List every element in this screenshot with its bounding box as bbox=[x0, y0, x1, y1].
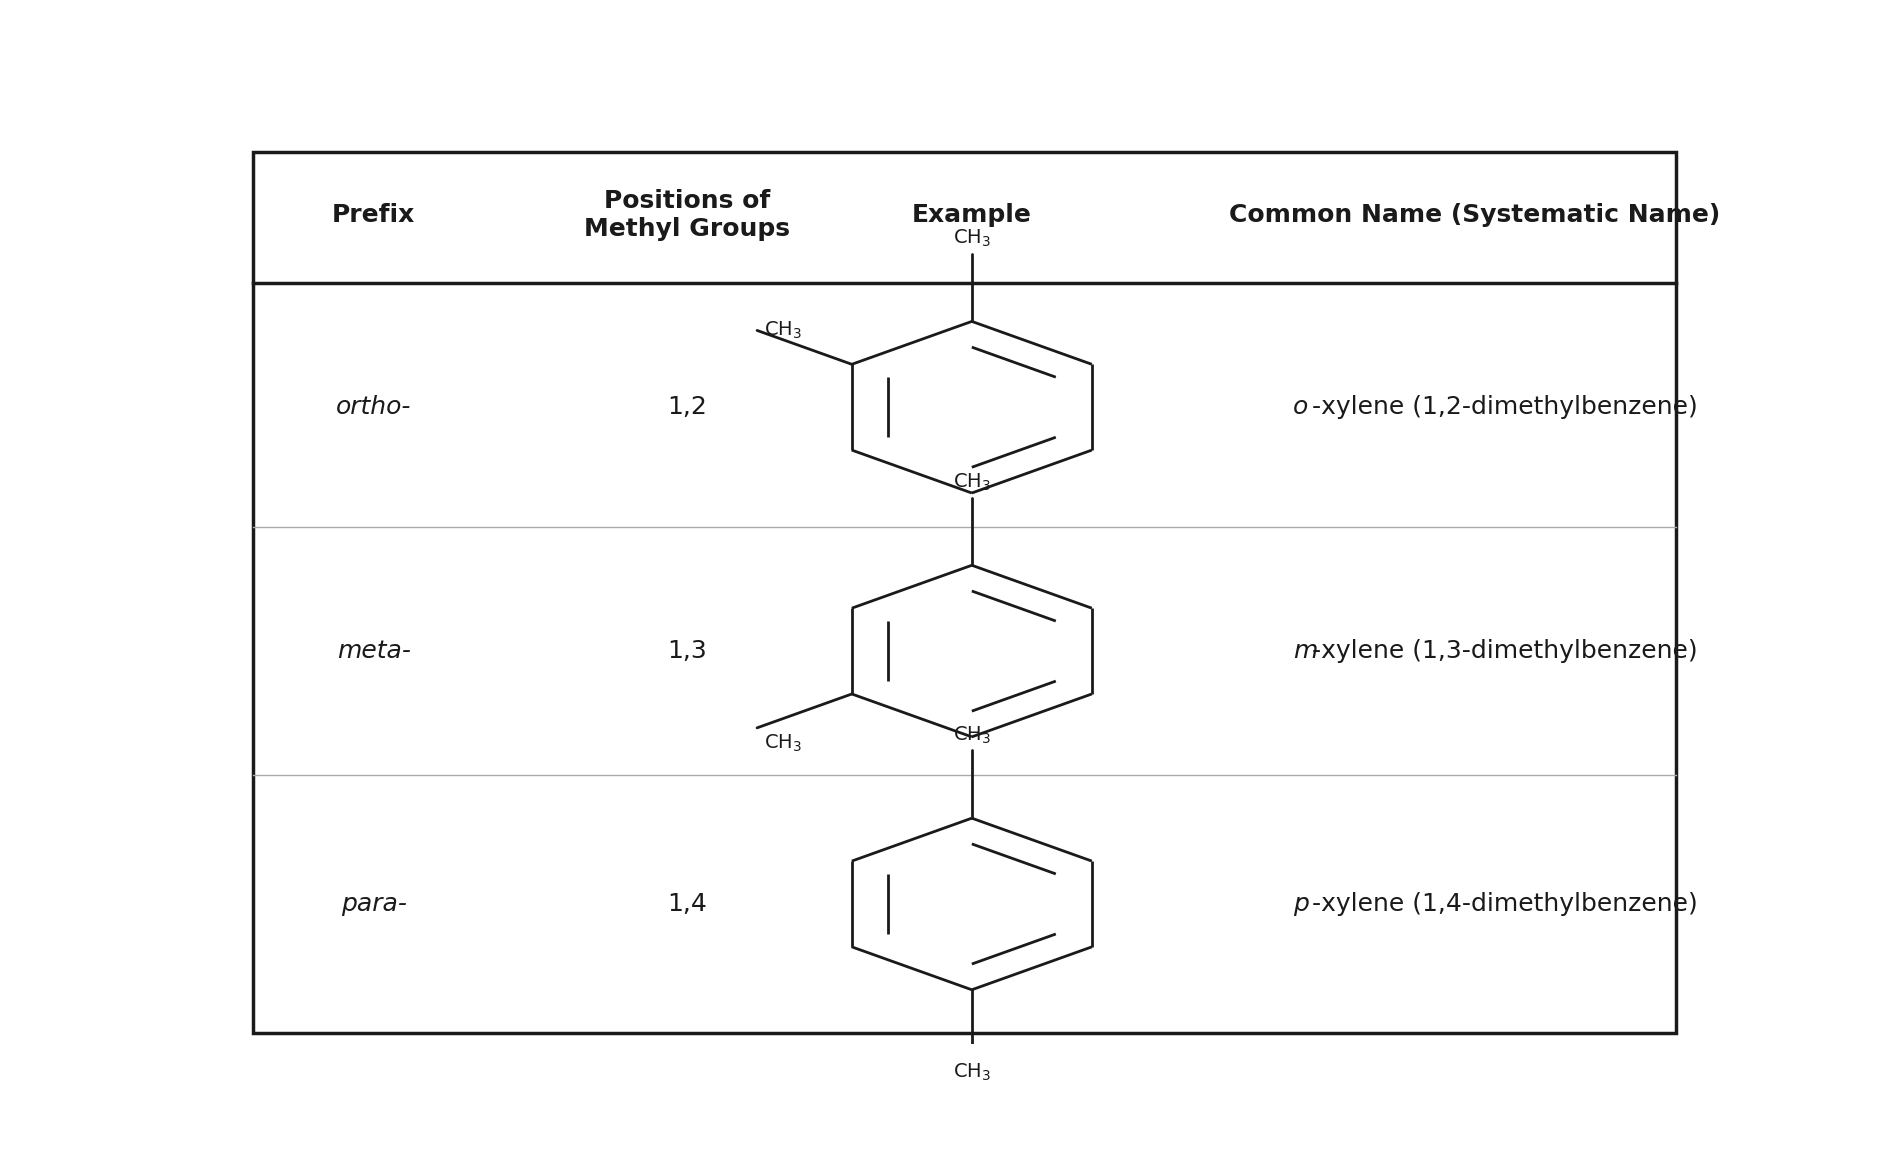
Text: Positions of
Methyl Groups: Positions of Methyl Groups bbox=[585, 189, 790, 240]
Text: Common Name (Systematic Name): Common Name (Systematic Name) bbox=[1229, 203, 1720, 226]
Text: p: p bbox=[1293, 891, 1308, 916]
Text: m: m bbox=[1293, 639, 1317, 663]
Text: Prefix: Prefix bbox=[333, 203, 416, 226]
Text: CH$_3$: CH$_3$ bbox=[764, 320, 802, 341]
Text: 1,3: 1,3 bbox=[668, 639, 708, 663]
Text: CH$_3$: CH$_3$ bbox=[952, 1062, 990, 1084]
Text: para-: para- bbox=[341, 891, 407, 916]
FancyBboxPatch shape bbox=[252, 151, 1677, 1033]
Text: -xylene (1,2-dimethylbenzene): -xylene (1,2-dimethylbenzene) bbox=[1312, 395, 1698, 419]
Text: ortho-: ortho- bbox=[337, 395, 412, 419]
Text: CH$_3$: CH$_3$ bbox=[952, 228, 990, 249]
Text: 1,4: 1,4 bbox=[668, 891, 708, 916]
Text: CH$_3$: CH$_3$ bbox=[764, 732, 802, 754]
Text: CH$_3$: CH$_3$ bbox=[952, 725, 990, 746]
Text: -xylene (1,3-dimethylbenzene): -xylene (1,3-dimethylbenzene) bbox=[1312, 639, 1698, 663]
Text: meta-: meta- bbox=[337, 639, 410, 663]
Text: Example: Example bbox=[913, 203, 1031, 226]
Text: CH$_3$: CH$_3$ bbox=[952, 472, 990, 493]
Text: 1,2: 1,2 bbox=[668, 395, 708, 419]
Text: o: o bbox=[1293, 395, 1308, 419]
Text: -xylene (1,4-dimethylbenzene): -xylene (1,4-dimethylbenzene) bbox=[1312, 891, 1698, 916]
